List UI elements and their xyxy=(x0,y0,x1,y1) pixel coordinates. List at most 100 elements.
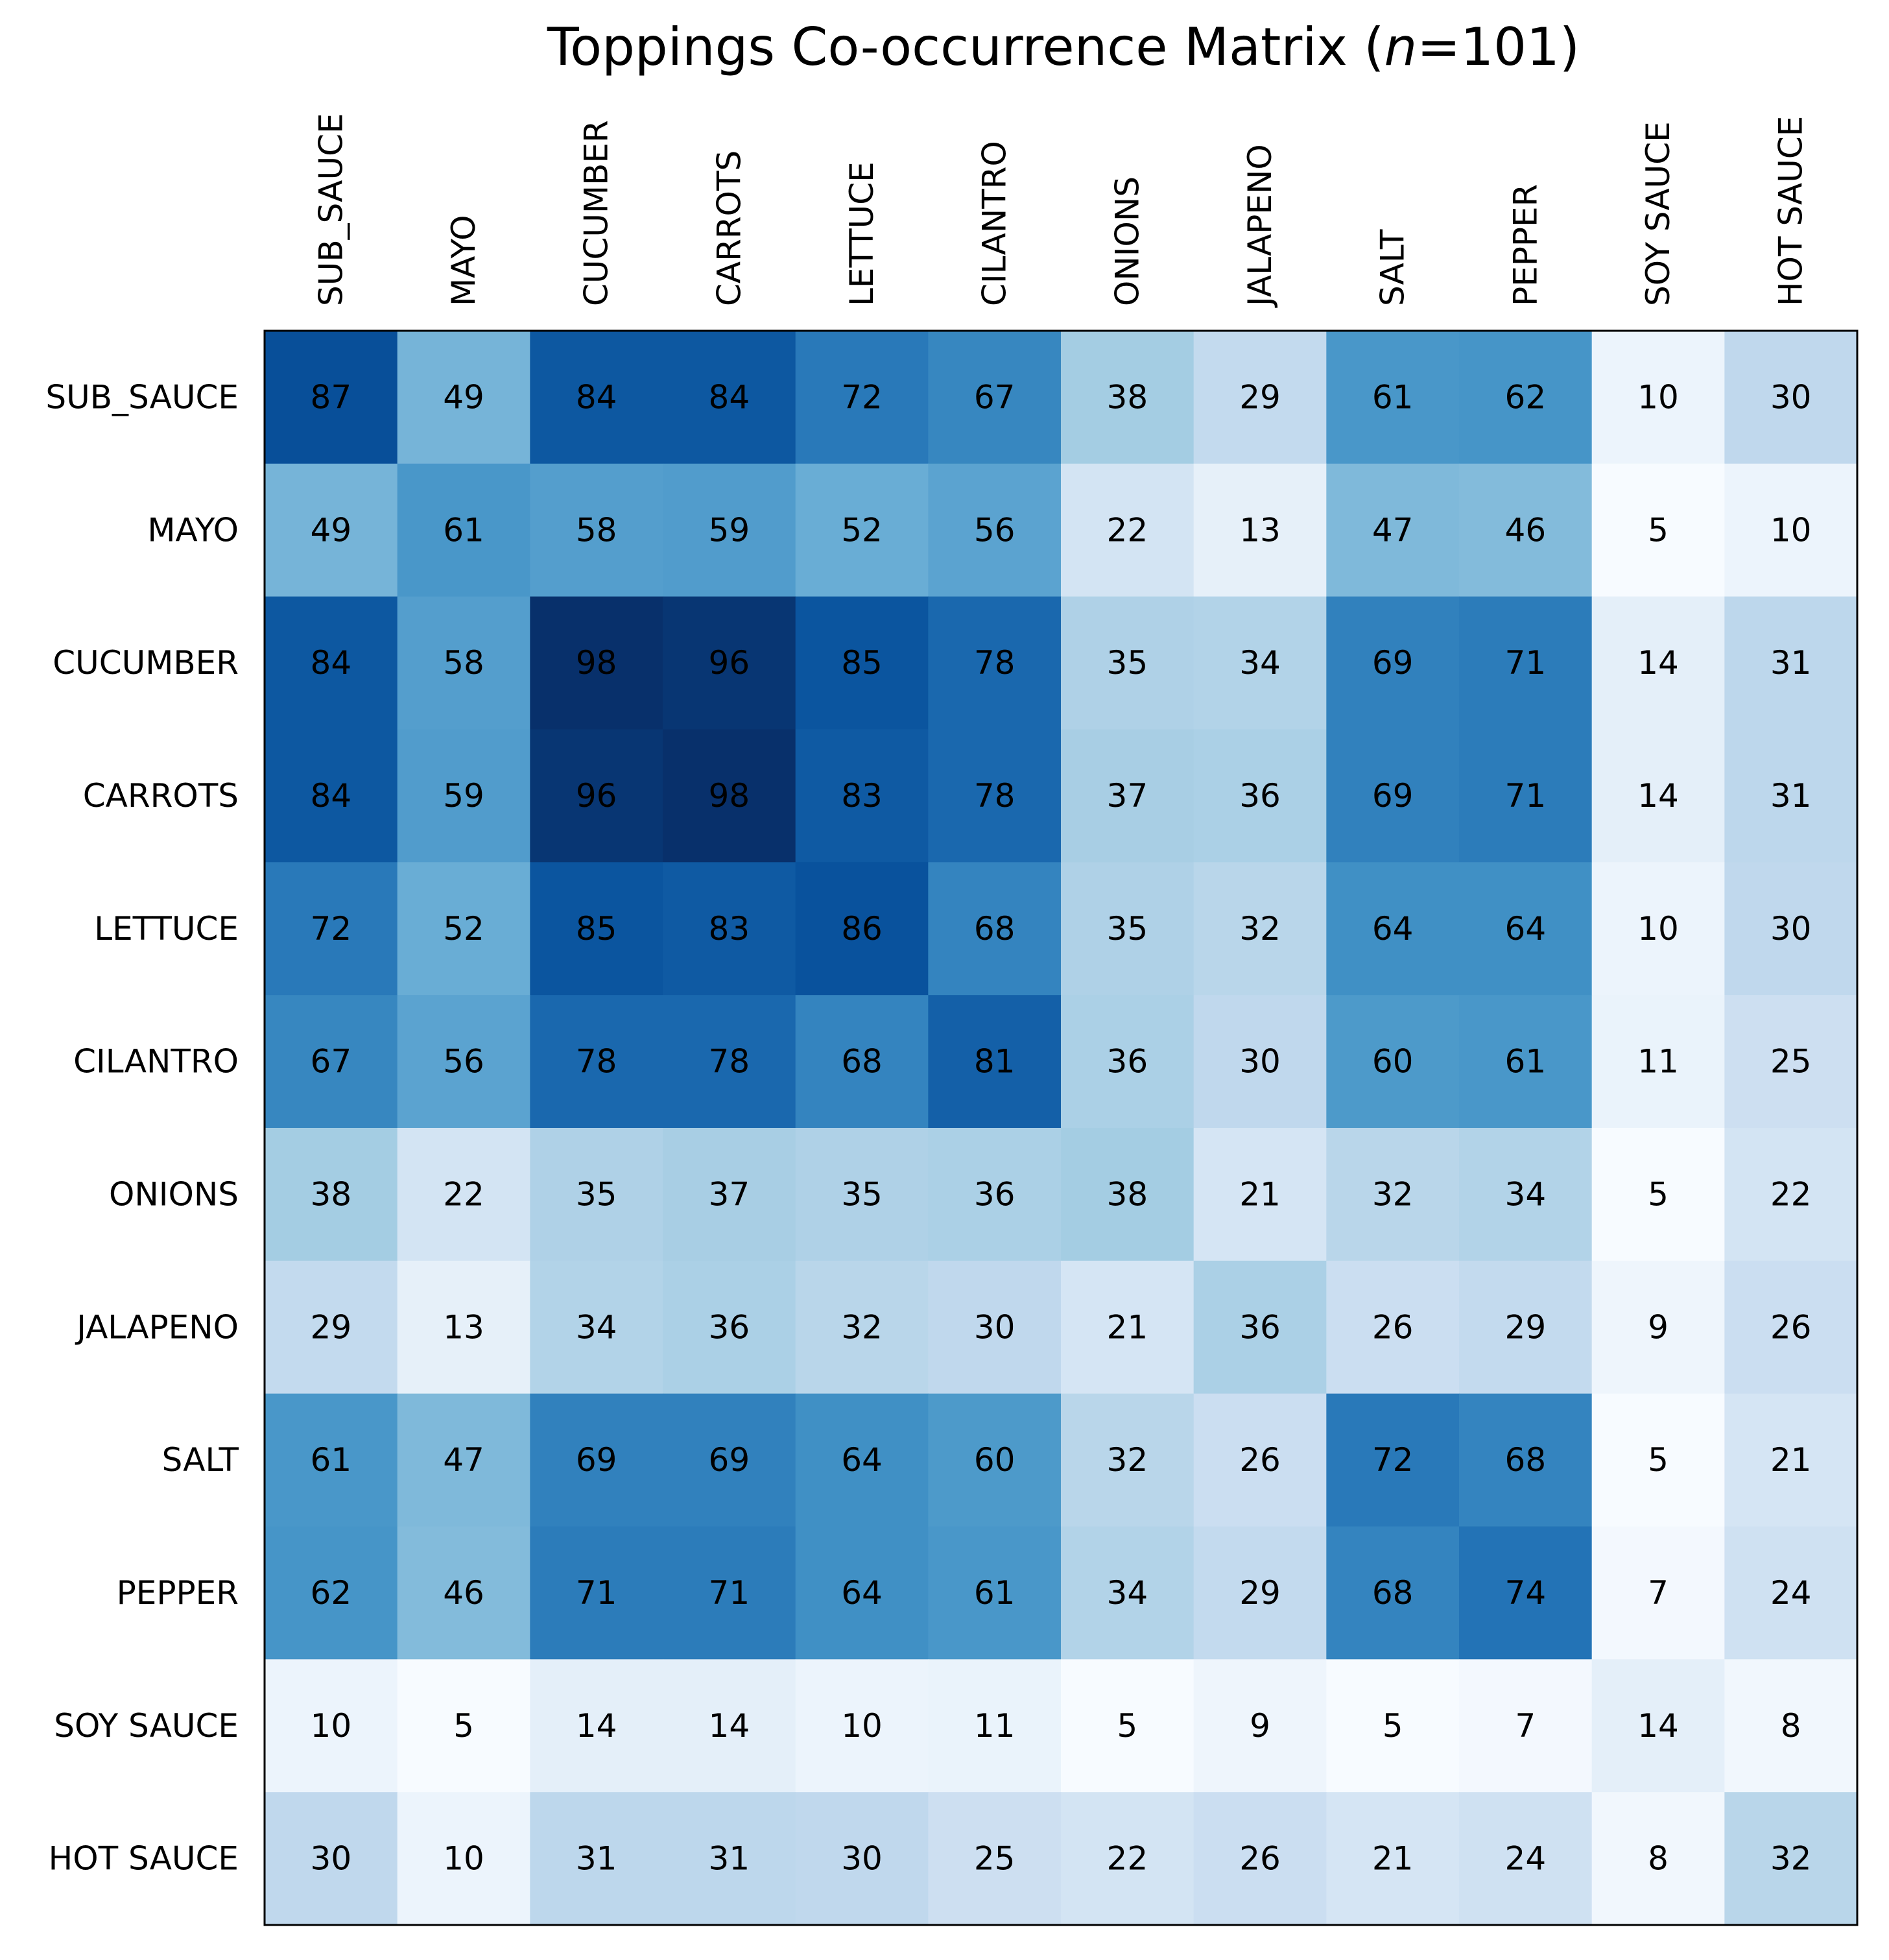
heatmap-cell xyxy=(1061,1792,1194,1926)
cell-value-label: 30 xyxy=(1770,378,1812,416)
cell-value-label: 35 xyxy=(1107,644,1148,682)
cell-value-label: 59 xyxy=(443,777,484,815)
x-tick-label-salt: SALT xyxy=(1374,229,1412,306)
heatmap-cell xyxy=(530,1393,663,1527)
heatmap-cell xyxy=(1459,1393,1593,1527)
heatmap-cell xyxy=(1459,729,1593,863)
heatmap-cell xyxy=(1459,862,1593,996)
cell-value-label: 5 xyxy=(1117,1707,1137,1745)
cell-value-label: 30 xyxy=(974,1308,1016,1346)
cell-value-label: 31 xyxy=(576,1840,617,1878)
heatmap-cell xyxy=(1459,463,1593,597)
cell-value-label: 84 xyxy=(311,777,352,815)
y-tick-label-pepper: PEPPER xyxy=(117,1574,239,1612)
heatmap-cell xyxy=(1061,862,1194,996)
cell-value-label: 85 xyxy=(576,910,617,948)
cell-value-label: 96 xyxy=(576,777,617,815)
cell-value-label: 56 xyxy=(443,1043,484,1081)
x-tick-label-sub-sauce: SUB_SAUCE xyxy=(312,113,350,306)
cell-value-label: 78 xyxy=(709,1043,750,1081)
heatmap-cell xyxy=(928,1260,1062,1394)
heatmap-cell xyxy=(1193,1128,1327,1261)
heatmap-cell xyxy=(397,331,530,464)
heatmap-cell xyxy=(397,596,530,730)
cell-value-label: 34 xyxy=(1239,644,1281,682)
title-prefix: Toppings Co-occurrence Matrix ( xyxy=(547,17,1384,77)
heatmap-cell xyxy=(1193,729,1327,863)
cell-value-label: 78 xyxy=(576,1043,617,1081)
cell-value-label: 74 xyxy=(1505,1574,1547,1612)
heatmap-cell xyxy=(795,1393,929,1527)
heatmap-cell xyxy=(1326,331,1460,464)
cell-value-label: 22 xyxy=(443,1175,484,1213)
heatmap-cell xyxy=(530,995,663,1129)
cell-value-label: 86 xyxy=(841,910,883,948)
y-tick-label-carrots: CARROTS xyxy=(83,777,239,815)
heatmap-cell xyxy=(1061,1128,1194,1261)
cell-value-label: 36 xyxy=(709,1308,750,1346)
cell-value-label: 60 xyxy=(1372,1043,1414,1081)
heatmap-cell xyxy=(1326,995,1460,1129)
heatmap-cell xyxy=(663,862,796,996)
heatmap-cell xyxy=(1724,1393,1858,1527)
cell-value-label: 69 xyxy=(576,1441,617,1479)
cell-value-label: 38 xyxy=(1107,1175,1148,1213)
cell-value-label: 78 xyxy=(974,644,1016,682)
cell-value-label: 35 xyxy=(576,1175,617,1213)
x-tick-label-onions: ONIONS xyxy=(1108,176,1146,306)
x-tick-label-lettuce: LETTUCE xyxy=(843,161,881,306)
cell-value-label: 5 xyxy=(1648,1441,1669,1479)
heatmap-cell xyxy=(1061,729,1194,863)
cell-value-label: 31 xyxy=(709,1840,750,1878)
cell-value-label: 32 xyxy=(1239,910,1281,948)
cell-value-label: 13 xyxy=(443,1308,484,1346)
cell-value-label: 8 xyxy=(1781,1707,1801,1745)
cell-value-label: 49 xyxy=(443,378,484,416)
cell-value-label: 32 xyxy=(1372,1175,1414,1213)
heatmap-cell xyxy=(1326,1526,1460,1660)
heatmap-cell xyxy=(928,1128,1062,1261)
cell-value-label: 78 xyxy=(974,777,1016,815)
cell-value-label: 14 xyxy=(709,1707,750,1745)
cell-value-label: 22 xyxy=(1770,1175,1812,1213)
heatmap-cell xyxy=(1459,1128,1593,1261)
cell-value-label: 21 xyxy=(1770,1441,1812,1479)
cell-value-label: 98 xyxy=(576,644,617,682)
heatmap-cell xyxy=(1591,729,1725,863)
cell-value-label: 36 xyxy=(974,1175,1016,1213)
cell-value-label: 10 xyxy=(841,1707,883,1745)
heatmap-cell xyxy=(1326,1659,1460,1793)
cell-value-label: 37 xyxy=(709,1175,750,1213)
cell-value-label: 84 xyxy=(709,378,750,416)
cell-value-label: 71 xyxy=(1505,777,1547,815)
cell-value-label: 22 xyxy=(1107,1840,1148,1878)
cell-value-label: 56 xyxy=(974,511,1016,549)
cell-value-label: 21 xyxy=(1107,1308,1148,1346)
heatmap-cell xyxy=(1193,1659,1327,1793)
cell-value-label: 5 xyxy=(1648,511,1669,549)
heatmap-cell xyxy=(1724,1659,1858,1793)
y-tick-label-mayo: MAYO xyxy=(147,511,239,549)
cell-value-label: 83 xyxy=(709,910,750,948)
heatmap-cell xyxy=(265,463,398,597)
heatmap-cell xyxy=(1061,1659,1194,1793)
cell-value-label: 9 xyxy=(1648,1308,1669,1346)
heatmap-cell xyxy=(1591,331,1725,464)
cell-value-label: 84 xyxy=(576,378,617,416)
cell-value-label: 62 xyxy=(311,1574,352,1612)
cell-value-label: 96 xyxy=(709,644,750,682)
cell-value-label: 60 xyxy=(974,1441,1016,1479)
cell-value-label: 61 xyxy=(443,511,484,549)
heatmap-cell xyxy=(1326,1128,1460,1261)
heatmap-cell xyxy=(795,1792,929,1926)
heatmap-cell xyxy=(1193,596,1327,730)
heatmap-cell xyxy=(1326,729,1460,863)
cell-value-label: 36 xyxy=(1239,1308,1281,1346)
cell-value-label: 14 xyxy=(1637,1707,1679,1745)
heatmap-cell xyxy=(1459,1659,1593,1793)
plot-frame xyxy=(263,329,1859,1926)
heatmap-cell xyxy=(928,596,1062,730)
